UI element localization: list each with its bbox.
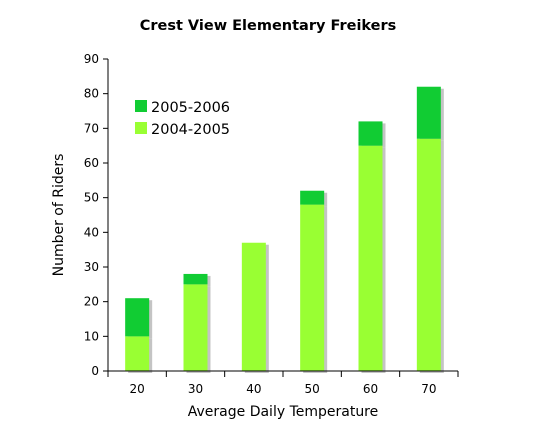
- y-axis-ticks: 0 10 20 30 40 50 60 70 80 90: [84, 52, 108, 378]
- y-tick-label: 70: [84, 121, 99, 135]
- bar-2004-2005-20: [125, 336, 150, 371]
- x-axis-ticks: 20 30 40 50 60 70: [107, 371, 459, 396]
- bar-2005-2006-50: [300, 190, 325, 205]
- x-tick-label: 40: [246, 382, 261, 396]
- bar-2004-2005-40: [241, 242, 266, 371]
- y-tick-label: 60: [84, 156, 99, 170]
- legend-swatch: [135, 122, 147, 134]
- y-axis-title: Number of Riders: [51, 154, 67, 277]
- chart-title: Crest View Elementary Freikers: [140, 18, 397, 34]
- bar-2004-2005-30: [183, 284, 208, 371]
- legend-swatch: [135, 100, 147, 112]
- y-tick-label: 30: [84, 260, 99, 274]
- legend-label: 2004-2005: [151, 122, 230, 138]
- bar-2004-2005-50: [300, 204, 325, 371]
- x-tick-label: 70: [421, 382, 436, 396]
- bar-2004-2005-70: [416, 138, 441, 371]
- x-tick-label: 30: [188, 382, 203, 396]
- y-tick-label: 50: [84, 191, 99, 205]
- legend: 2005-2006 2004-2005: [135, 100, 230, 138]
- x-tick-label: 60: [363, 382, 378, 396]
- y-tick-label: 80: [84, 87, 99, 101]
- x-tick-label: 20: [130, 382, 145, 396]
- y-tick-label: 0: [91, 364, 99, 378]
- bars-group: [125, 86, 444, 373]
- bar-2005-2006-30: [183, 273, 208, 285]
- y-tick-label: 40: [84, 225, 99, 239]
- y-tick-label: 10: [84, 329, 99, 343]
- bar-2005-2006-60: [358, 121, 383, 146]
- bar-2005-2006-70: [416, 86, 441, 139]
- y-tick-label: 90: [84, 52, 99, 66]
- bar-2004-2005-60: [358, 145, 383, 371]
- x-tick-label: 50: [305, 382, 320, 396]
- bar-2005-2006-20: [125, 298, 150, 337]
- legend-label: 2005-2006: [151, 100, 230, 116]
- y-tick-label: 20: [84, 295, 99, 309]
- x-axis-title: Average Daily Temperature: [188, 404, 379, 420]
